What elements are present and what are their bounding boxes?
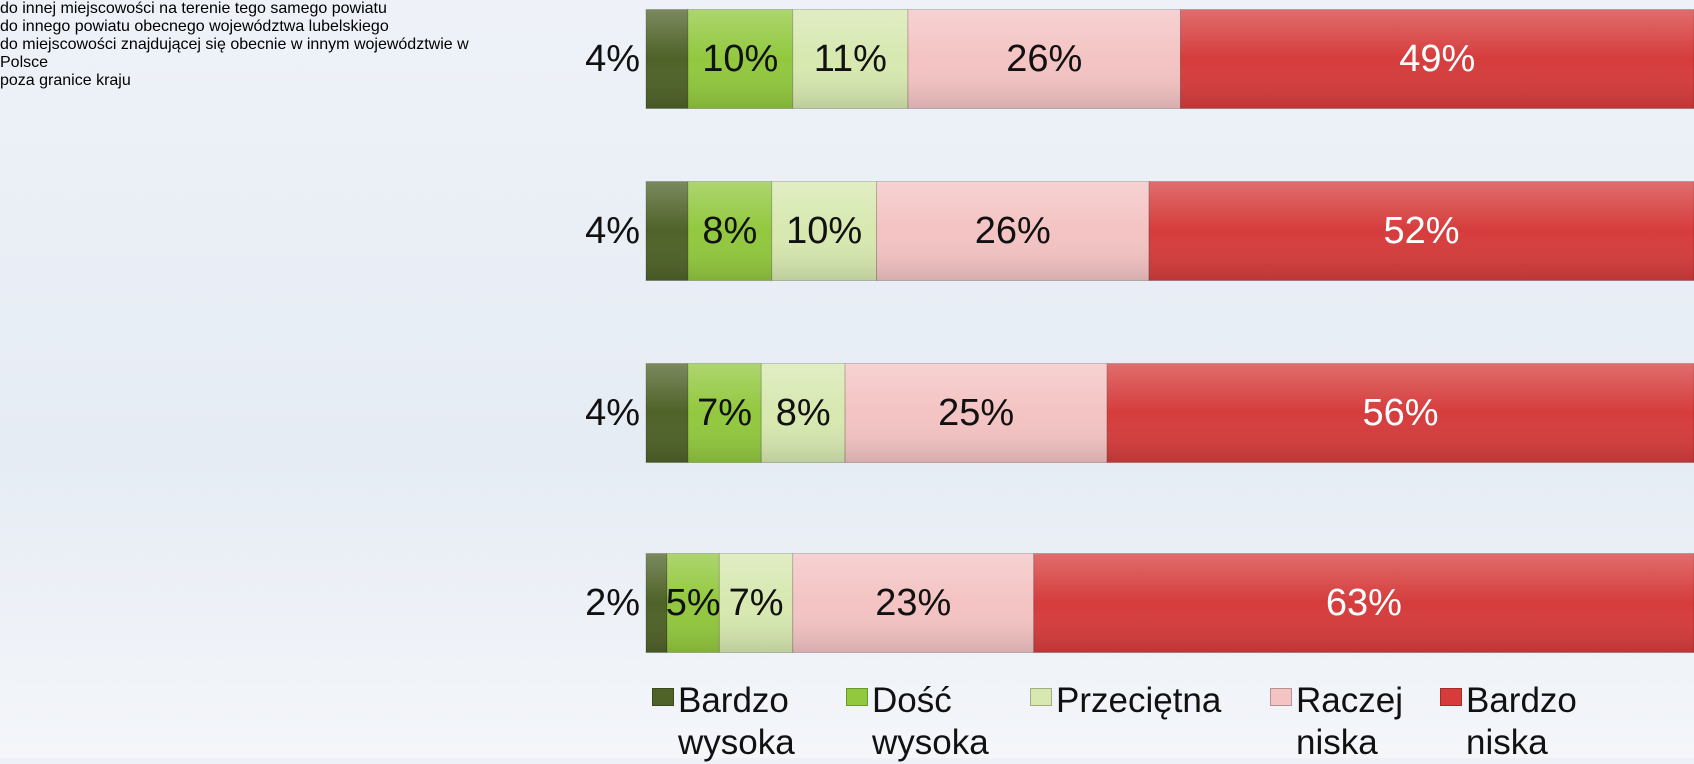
category-label: poza granice kraju (0, 72, 131, 89)
bar-shade (646, 9, 688, 109)
bar-shade (687, 9, 793, 109)
bar-shade (1033, 553, 1694, 653)
legend-item: Bardzo wysoka (648, 680, 818, 764)
bar-shade (1180, 9, 1694, 109)
legend-label: Bardzo niska (1466, 681, 1577, 762)
bar-shade (646, 363, 688, 463)
legend-label: Bardzo wysoka (678, 681, 795, 762)
bar-shade (771, 181, 877, 281)
category-labels: do innej miejscowości na terenie tego sa… (0, 0, 1694, 90)
bar-shade (646, 181, 688, 281)
legend-label: Dość wysoka (872, 681, 989, 762)
bar-shade (792, 9, 908, 109)
bar-shade (719, 553, 793, 653)
value-label: 5% (666, 582, 721, 624)
bar-shade (646, 553, 667, 653)
legend-swatch (652, 688, 674, 706)
category-label: do innej miejscowości na terenie tego sa… (0, 0, 387, 17)
bar-shade (792, 553, 1034, 653)
bar-shade (666, 553, 720, 653)
value-label: 4% (585, 38, 640, 80)
bar-shade (687, 363, 762, 463)
value-label: 8% (702, 210, 757, 252)
value-label: 10% (702, 38, 778, 80)
bar-shade (845, 363, 1108, 463)
value-label: 4% (585, 392, 640, 434)
value-label: 49% (1399, 38, 1475, 80)
legend-label: Raczej niska (1296, 681, 1403, 762)
value-label: 7% (697, 392, 752, 434)
legend-swatch (1440, 688, 1462, 706)
legend-swatch (846, 688, 868, 706)
bar-shade (876, 181, 1150, 281)
value-label: 10% (786, 210, 862, 252)
bar-shade (687, 181, 772, 281)
value-label: 11% (814, 38, 887, 80)
value-label: 25% (938, 392, 1014, 434)
value-label: 2% (585, 582, 640, 624)
legend-item: Bardzo niska (1436, 680, 1626, 764)
category-label: do innego powiatu obecnego województwa l… (0, 18, 389, 35)
value-label: 4% (585, 210, 640, 252)
value-label: 56% (1363, 392, 1439, 434)
bar-shade (908, 9, 1181, 109)
value-label: 26% (975, 210, 1051, 252)
bar-shade (1107, 363, 1694, 463)
bar-shade (1149, 181, 1694, 281)
legend-label: Przeciętna (1056, 681, 1222, 720)
legend-item: Przeciętna (1026, 680, 1276, 722)
legend-swatch (1270, 688, 1292, 706)
value-label: 7% (729, 582, 784, 624)
legend-swatch (1030, 688, 1052, 706)
value-label: 23% (875, 582, 951, 624)
value-label: 52% (1383, 210, 1459, 252)
legend-item: Dość wysoka (842, 680, 1032, 764)
value-label: 8% (776, 392, 831, 434)
bar-shade (761, 363, 846, 463)
legend-item: Raczej niska (1266, 680, 1426, 764)
category-label: do miejscowości znajdującej się obecnie … (0, 36, 469, 71)
value-label: 63% (1326, 582, 1402, 624)
value-label: 26% (1006, 38, 1082, 80)
